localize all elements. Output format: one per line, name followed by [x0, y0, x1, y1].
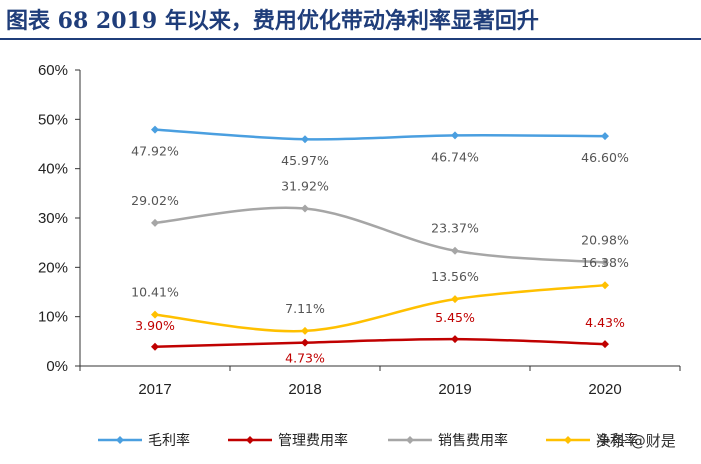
- legend-marker: [406, 436, 414, 444]
- data-point: [151, 125, 159, 134]
- series-line: [154, 206, 606, 264]
- y-tick-label: 20%: [38, 259, 68, 276]
- axes: 0% 10% 20% 30% 40% 50% 60% 2017 2018 2019 2020: [38, 62, 681, 398]
- data-point: [601, 281, 609, 290]
- data-labels: 47.92% 45.97% 46.74% 46.60% 3.90% 4.73% 5.45% 4…: [131, 144, 629, 366]
- series-line: [154, 128, 606, 141]
- data-point: [451, 295, 459, 304]
- legend: 毛利率 管理费用率 销售费用率 净利率: [98, 432, 638, 449]
- data-label: 23.37%: [431, 221, 479, 236]
- data-label: 46.60%: [581, 150, 629, 165]
- data-label: 45.97%: [281, 153, 329, 168]
- title-bar: 图表 68 2019 年以来，费用优化带动净利率显著回升: [0, 0, 701, 42]
- legend-label: 毛利率: [148, 432, 190, 449]
- legend-label: 管理费用率: [278, 432, 348, 449]
- data-label: 20.98%: [581, 232, 629, 247]
- data-label: 29.02%: [131, 193, 179, 208]
- data-point: [151, 310, 159, 319]
- watermark: 头条 @财是: [596, 432, 676, 450]
- x-tick-label: 2018: [288, 381, 321, 398]
- data-label: 3.90%: [135, 318, 175, 333]
- data-label: 47.92%: [131, 144, 179, 159]
- legend-marker: [246, 436, 254, 444]
- data-label: 7.11%: [285, 301, 325, 316]
- data-label: 4.73%: [285, 351, 325, 366]
- data-label: 4.43%: [585, 315, 625, 330]
- x-tick-label: 2020: [588, 381, 621, 398]
- y-tick-label: 30%: [38, 210, 68, 227]
- data-label: 13.56%: [431, 269, 479, 284]
- data-point: [151, 342, 159, 351]
- series-line: [154, 337, 606, 349]
- series-lines: [151, 125, 609, 351]
- data-label: 5.45%: [435, 310, 475, 325]
- data-point: [151, 218, 159, 227]
- data-label: 16.38%: [581, 255, 629, 270]
- data-point: [601, 258, 609, 267]
- data-label: 10.41%: [131, 285, 179, 300]
- y-tick-label: 60%: [38, 62, 68, 79]
- x-tick-label: 2019: [438, 381, 471, 398]
- data-point: [451, 131, 459, 140]
- x-tick-label: 2017: [138, 381, 171, 398]
- title-rule: [0, 38, 701, 40]
- data-label: 46.74%: [431, 149, 479, 164]
- legend-marker: [564, 436, 572, 444]
- data-point: [451, 335, 459, 344]
- data-point: [451, 246, 459, 255]
- legend-marker: [116, 436, 124, 444]
- chart-title: 图表 68 2019 年以来，费用优化带动净利率显著回升: [6, 8, 539, 34]
- data-point: [301, 204, 309, 213]
- legend-label: 销售费用率: [438, 432, 508, 449]
- legend-label: 净利率: [596, 432, 638, 449]
- y-tick-label: 50%: [38, 111, 68, 128]
- data-label: 31.92%: [281, 179, 329, 194]
- y-tick-label: 0%: [46, 358, 68, 375]
- data-point: [601, 340, 609, 349]
- data-point: [301, 338, 309, 347]
- data-point: [301, 135, 309, 144]
- data-point: [301, 326, 309, 335]
- y-tick-label: 40%: [38, 161, 68, 178]
- y-tick-label: 10%: [38, 309, 68, 326]
- series-line: [154, 283, 606, 333]
- data-point: [601, 132, 609, 141]
